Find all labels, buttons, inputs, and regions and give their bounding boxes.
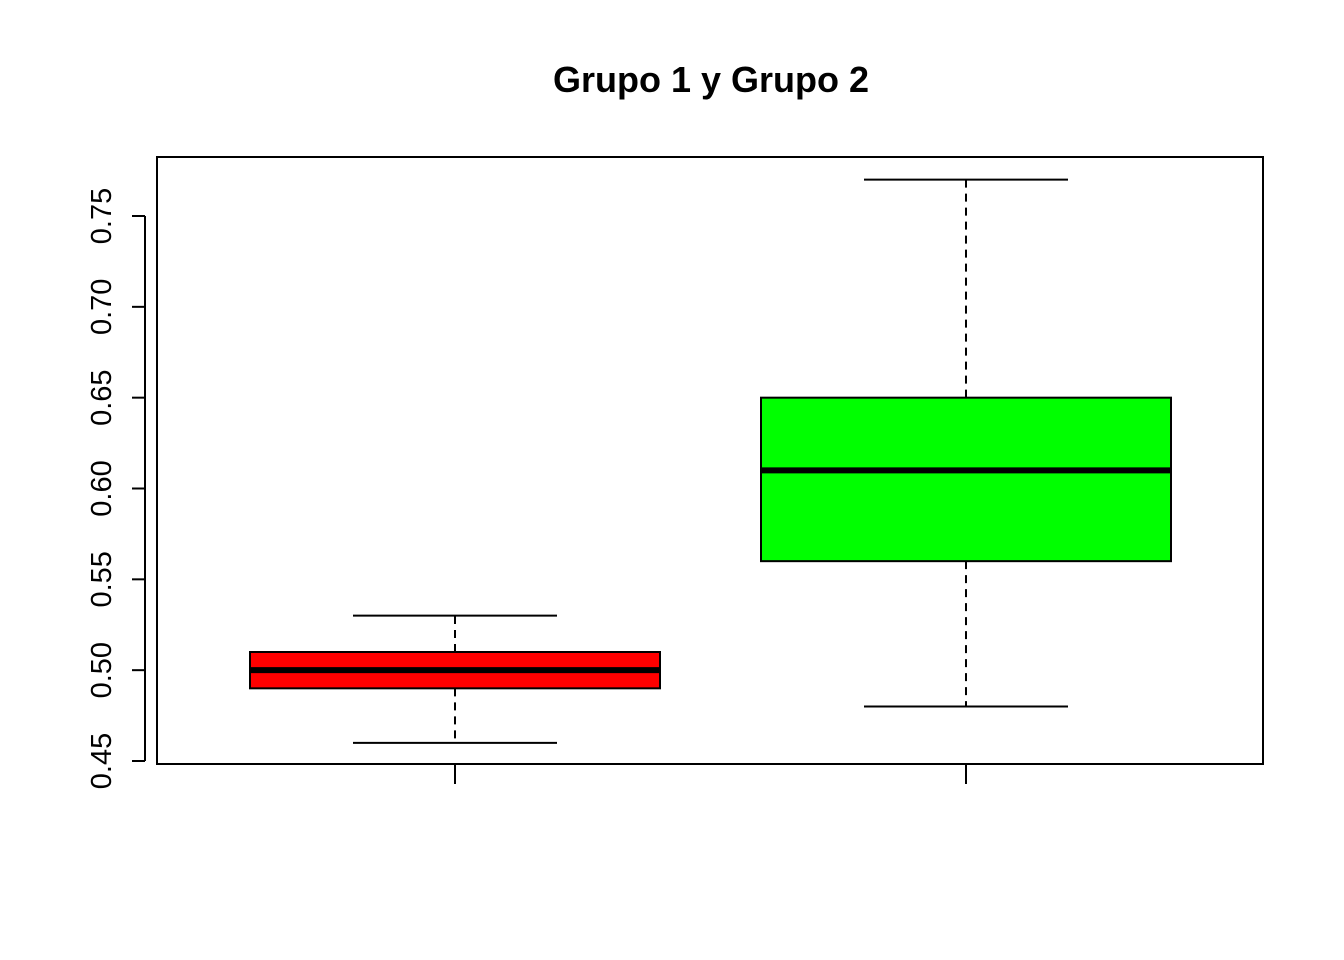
box-group-1 bbox=[249, 614, 661, 744]
y-tick-label: 0.55 bbox=[86, 551, 118, 607]
y-tick-label: 0.50 bbox=[86, 642, 118, 698]
box-group-2 bbox=[760, 178, 1172, 708]
y-tick-label: 0.70 bbox=[86, 279, 118, 335]
y-tick-label: 0.65 bbox=[86, 369, 118, 425]
iqr-box bbox=[760, 396, 1172, 563]
y-tick-label: 0.75 bbox=[86, 188, 118, 244]
boxes bbox=[249, 178, 1172, 744]
y-tick-label: 0.60 bbox=[86, 460, 118, 516]
y-tick-label: 0.45 bbox=[86, 733, 118, 789]
y-axis-ticks: 0.45 0.50 0.55 0.60 0.65 0.70 0.75 bbox=[86, 188, 145, 789]
x-axis-ticks bbox=[454, 764, 967, 784]
chart-title: Grupo 1 y Grupo 2 bbox=[553, 59, 869, 100]
plot-frame bbox=[156, 156, 1264, 765]
